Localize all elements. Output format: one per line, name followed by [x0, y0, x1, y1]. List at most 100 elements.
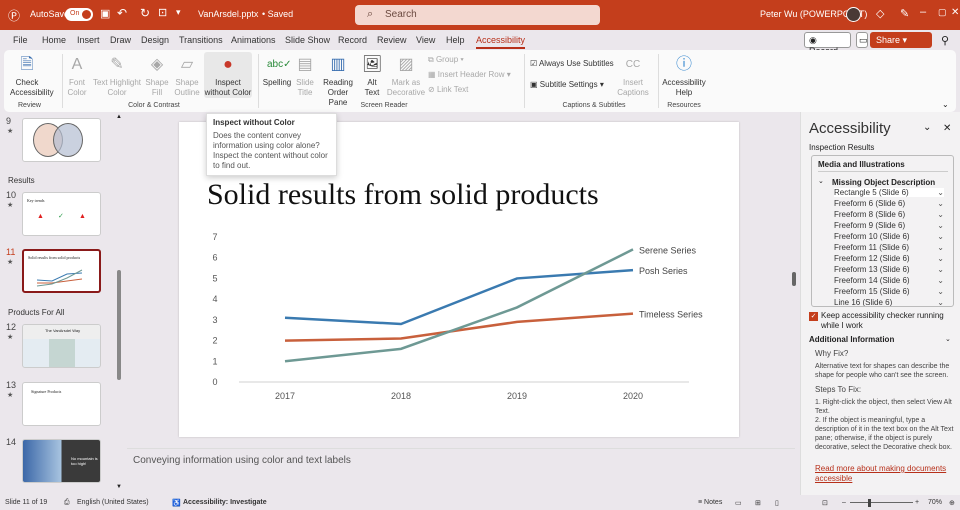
file-name[interactable]: VanArsdel.pptx — [198, 9, 259, 19]
slide-scrollbar[interactable] — [792, 272, 796, 286]
scroll-up-icon[interactable]: ▲ — [116, 114, 122, 120]
accessibility-status[interactable]: Accessibility: Investigate — [183, 499, 267, 506]
tab-draw[interactable]: Draw — [110, 35, 132, 45]
chevron-down-icon[interactable]: ⌄ — [937, 243, 944, 252]
close-icon[interactable]: ✕ — [951, 7, 960, 18]
result-item[interactable]: Freeform 12 (Slide 6) ⌄ — [834, 254, 944, 263]
subtitle-settings-button[interactable]: ▣ Subtitle Settings ▾ — [530, 80, 604, 89]
tab-slide-show[interactable]: Slide Show — [285, 35, 331, 45]
slide-title[interactable]: Solid results from solid products — [207, 178, 599, 211]
search-box[interactable]: ⌕ Search — [355, 5, 600, 25]
tab-view[interactable]: View — [416, 35, 436, 45]
chevron-down-icon[interactable]: ⌄ — [937, 199, 944, 208]
tab-insert[interactable]: Insert — [77, 35, 100, 45]
always-use-subtitles-checkbox[interactable]: ☑ Always Use Subtitles — [530, 59, 614, 68]
thumbnail-scrollbar[interactable] — [117, 270, 121, 380]
section-results[interactable]: Results — [8, 176, 35, 185]
save-status[interactable]: • Saved — [262, 9, 294, 19]
link-text-button[interactable]: ⊘ Link Text — [428, 85, 469, 94]
alt-text-button[interactable]: 🖼 Alt Text — [361, 54, 383, 98]
tab-transitions[interactable]: Transitions — [179, 35, 223, 45]
reading-order-pane-button[interactable]: ▥ Reading Order Pane — [318, 54, 358, 108]
record-button[interactable]: ◉ Record — [804, 32, 851, 56]
customize-toolbar-icon[interactable]: ▾ — [176, 7, 181, 17]
mark-decorative-button[interactable]: ▨ Mark as Decorative — [386, 54, 426, 98]
scroll-down-icon[interactable]: ▼ — [116, 484, 122, 490]
tab-animations[interactable]: Animations — [231, 35, 276, 45]
tab-record[interactable]: Record — [338, 35, 368, 45]
pen-icon[interactable]: ✎ — [900, 8, 910, 20]
share-button[interactable]: Share ▾ — [870, 32, 932, 48]
autosave-toggle[interactable]: On — [65, 8, 93, 21]
slide-title-button[interactable]: ▤ Slide Title — [294, 54, 316, 98]
accessibility-help-button[interactable]: ⓘ Accessibility Help — [662, 54, 706, 98]
zoom-level[interactable]: 70% — [928, 499, 943, 506]
slide-thumbnail-12[interactable]: The VanArsdel Way — [22, 324, 101, 368]
tab-file[interactable]: File — [13, 35, 28, 45]
additional-info-header[interactable]: Additional Information — [809, 335, 895, 344]
user-name[interactable]: Peter Wu (POWERPOINT) — [760, 9, 868, 19]
result-item[interactable]: Freeform 8 (Slide 6) ⌄ — [834, 210, 944, 219]
fit-to-window-icon[interactable]: ⊕ — [949, 500, 955, 507]
insert-captions-button[interactable]: CC Insert Captions — [616, 54, 650, 98]
slide-sorter-icon[interactable]: ⊞ — [755, 500, 761, 507]
category-header[interactable]: Media and Illustrations — [818, 160, 905, 169]
chevron-down-icon[interactable]: ⌄ — [937, 188, 944, 197]
collapse-ribbon-icon[interactable]: ⌄ — [942, 100, 949, 109]
slide-thumbnail-13[interactable]: Signature Products — [22, 382, 101, 426]
font-color-button[interactable]: A Font Color — [64, 54, 90, 98]
tab-home[interactable]: Home — [42, 35, 67, 45]
reading-view-icon[interactable]: ▯ — [775, 500, 779, 507]
result-item[interactable]: Freeform 14 (Slide 6) ⌄ — [834, 276, 944, 285]
chevron-down-icon[interactable]: ⌄ — [937, 287, 944, 296]
zoom-slider[interactable] — [850, 502, 913, 503]
presenter-view-icon[interactable]: ⊡ — [822, 500, 828, 507]
undo-icon[interactable]: ↶ — [117, 6, 128, 20]
present-icon[interactable]: ⊡ — [158, 7, 168, 19]
result-item[interactable]: Freeform 10 (Slide 6) ⌄ — [834, 232, 944, 241]
slide-thumbnail-9[interactable] — [22, 118, 101, 162]
normal-view-icon[interactable]: ▭ — [735, 500, 742, 507]
collapse-icon[interactable]: ⌄ — [945, 336, 951, 343]
chevron-down-icon[interactable]: ⌄ — [937, 276, 944, 285]
notes-button[interactable]: ≡ Notes — [698, 499, 723, 506]
tab-design[interactable]: Design — [141, 35, 170, 45]
restore-icon[interactable]: ▢ — [938, 7, 947, 17]
group-button[interactable]: ⧉ Group ▾ — [428, 55, 464, 64]
save-icon[interactable]: ▣ — [100, 8, 111, 20]
tab-help[interactable]: Help — [446, 35, 465, 45]
chevron-down-icon[interactable]: ⌄ — [937, 232, 944, 241]
result-item[interactable]: Freeform 6 (Slide 6) ⌄ — [834, 199, 944, 208]
zoom-slider-thumb[interactable] — [868, 499, 871, 507]
section-products[interactable]: Products For All — [8, 308, 65, 317]
spelling-button[interactable]: abc✓ Spelling — [262, 54, 292, 88]
result-item[interactable]: Freeform 11 (Slide 6) ⌄ — [834, 243, 944, 252]
accessibility-status-icon[interactable]: ♿ — [172, 500, 181, 507]
slide-thumbnail-11[interactable]: Solid results from solid products — [22, 249, 101, 293]
slide-thumbnail-14[interactable]: No mountain is too high! — [22, 439, 101, 483]
inspect-without-color-button[interactable]: ● Inspect without Color — [204, 52, 252, 98]
tab-accessibility[interactable]: Accessibility — [476, 35, 526, 49]
expand-icon[interactable]: ⌄ — [818, 178, 824, 185]
comments-button[interactable]: ▭ — [856, 32, 868, 48]
slide-thumbnail-10[interactable]: Key trends ▲ ✓ ▲ — [22, 192, 101, 236]
zoom-out-icon[interactable]: – — [842, 499, 846, 506]
text-highlight-button[interactable]: ✎ Text Highlight Color — [92, 54, 142, 98]
language-status[interactable]: English (United States) — [77, 499, 149, 506]
chevron-down-icon[interactable]: ⌄ — [937, 265, 944, 274]
shape-fill-button[interactable]: ◈ Shape Fill — [144, 54, 170, 98]
line-chart[interactable]: 0 1 2 3 4 5 6 7 2017 2018 2019 2020 Posh Series Timel… — [179, 122, 739, 437]
result-item[interactable]: Freeform 13 (Slide 6) ⌄ — [834, 265, 944, 274]
minimize-icon[interactable]: – — [920, 6, 927, 18]
notes-pane[interactable]: Conveying information using color and te… — [127, 448, 795, 493]
chevron-down-icon[interactable]: ⌄ — [937, 298, 944, 307]
avatar[interactable] — [846, 7, 861, 22]
spelling-status-icon[interactable]: ⎙ — [64, 499, 70, 506]
zoom-in-icon[interactable]: + — [915, 499, 920, 506]
insert-header-row-button[interactable]: ▦ Insert Header Row ▾ — [428, 70, 511, 79]
chevron-down-icon[interactable]: ⌄ — [937, 221, 944, 230]
result-item[interactable]: Freeform 9 (Slide 6) ⌄ — [834, 221, 944, 230]
tab-review[interactable]: Review — [377, 35, 407, 45]
pane-close-icon[interactable]: ✕ — [943, 123, 952, 134]
issue-header[interactable]: Missing Object Description — [832, 178, 936, 187]
